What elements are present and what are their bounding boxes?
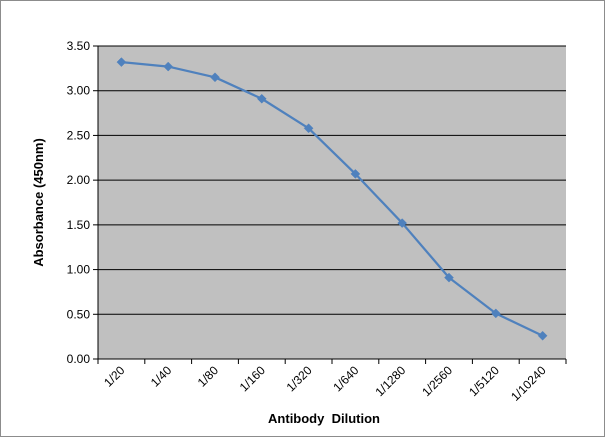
data-point-marker: [210, 72, 220, 83]
x-tick-label: 1/40: [148, 363, 175, 390]
y-tick-label: 3.50: [67, 39, 91, 53]
data-point-marker: [116, 57, 127, 67]
data-point-marker: [303, 123, 314, 134]
y-tick-label: 1.50: [67, 218, 91, 232]
data-point-marker: [256, 93, 267, 104]
x-tick-label: 1/1280: [372, 363, 408, 399]
data-point-marker: [444, 272, 454, 283]
x-tick-label: 1/160: [237, 363, 268, 394]
y-tick-label: 0.50: [67, 307, 91, 321]
x-tick-label: 1/5120: [466, 363, 502, 399]
data-point-marker: [490, 308, 501, 319]
y-axis-title: Absorbance (450nm): [31, 138, 46, 267]
data-point-marker: [537, 330, 548, 341]
series-layer: [116, 57, 548, 341]
x-tick-labels: 1/20 1/40 1/80 1/160 1/320 1/640 1/1280 1/2560 1…: [101, 363, 549, 404]
y-tick-label: 1.00: [67, 263, 91, 277]
y-tick-label: 3.00: [67, 84, 91, 98]
data-point-marker: [397, 218, 408, 228]
y-tick-labels: 0.00 0.50 1.00 1.50 2.00 2.50 3.00 3.50: [67, 39, 91, 366]
x-tick-label: 1/20: [101, 363, 128, 390]
axes: [97, 46, 567, 364]
data-point-marker: [350, 169, 361, 179]
y-tick-label: 2.50: [67, 128, 91, 142]
y-tick-label: 0.00: [67, 352, 91, 366]
data-point-marker: [163, 61, 174, 72]
series-line: [121, 60, 544, 337]
x-axis-title: Antibody Dilution: [268, 411, 380, 426]
x-tick-label: 1/640: [330, 363, 361, 394]
gridlines: [93, 45, 566, 360]
x-tick-label: 1/80: [195, 363, 222, 390]
x-tick-label: 1/10240: [508, 363, 549, 404]
x-tick-label: 1/2560: [419, 363, 455, 399]
x-tick-label: 1/320: [284, 363, 315, 394]
y-tick-label: 2.00: [67, 173, 91, 187]
